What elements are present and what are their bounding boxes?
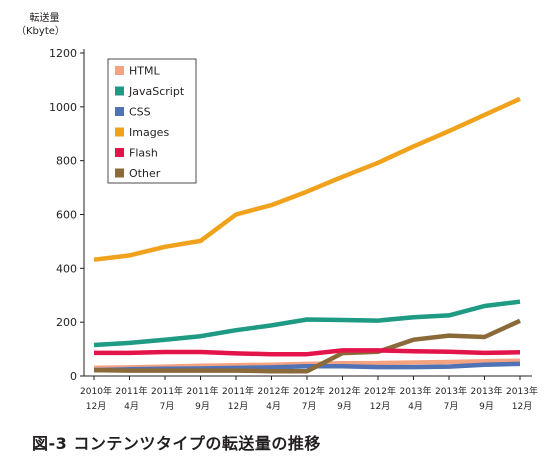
legend-label-flash: Flash [129, 147, 158, 160]
x-tick-label-month: 9月 [195, 401, 210, 412]
x-tick-label-month: 9月 [479, 401, 494, 412]
x-tick-label-month: 4月 [266, 401, 281, 412]
line-chart: 0 200 400 600 800 1000 1200 2010年 12月 2011年 4月 2011… [49, 47, 538, 412]
figure-caption: 図-3 コンテンツタイプの転送量の推移 [32, 434, 321, 453]
series-line-javascript [93, 299, 521, 348]
y-tick-label: 1200 [49, 47, 77, 60]
x-tick-label-month: 12月 [86, 401, 106, 412]
x-tick-label-month: 7月 [160, 401, 175, 412]
y-tick-label: 800 [56, 155, 77, 168]
x-tick-label-year: 2012年 [329, 385, 361, 397]
legend-swatch-javascript [115, 86, 124, 96]
legend-label-html: HTML [129, 65, 160, 78]
y-tick-label: 1000 [49, 101, 77, 114]
x-tick-label-year: 2013年 [435, 385, 467, 397]
y-tick-label: 200 [56, 316, 77, 329]
x-tick-label-year: 2013年 [471, 385, 503, 397]
series-line-flash [94, 348, 521, 357]
x-tick-label-year: 2012年 [293, 385, 325, 397]
x-tick-label-month: 7月 [444, 401, 459, 412]
x-tick-label-month: 12月 [228, 401, 248, 412]
x-tick-label-month: 4月 [408, 401, 423, 412]
legend-swatch-flash [115, 148, 124, 157]
legend-label-css: CSS [129, 106, 151, 119]
x-tick-label-month: 12月 [370, 401, 390, 412]
x-tick-label-year: 2013年 [506, 385, 538, 397]
x-tick-label-month: 4月 [124, 401, 139, 412]
y-tick-label: 400 [56, 262, 77, 275]
legend-swatch-other [115, 168, 124, 178]
x-tick-label-year: 2011年 [187, 385, 219, 397]
y-axis-label-line1: 転送量 [29, 13, 60, 24]
series-line-images [93, 96, 521, 262]
series-line-other [93, 318, 521, 374]
x-tick-label-year: 2011年 [151, 385, 183, 397]
x-tick-label-month: 7月 [302, 401, 317, 412]
x-tick-label-year: 2012年 [364, 385, 396, 397]
legend-label-javascript: JavaScript [128, 85, 185, 98]
y-tick-label: 600 [56, 209, 77, 222]
x-tick-label-month: 12月 [512, 401, 532, 412]
y-tick-label: 0 [70, 370, 77, 383]
legend-box [107, 58, 197, 184]
x-tick-label-year: 2012年 [258, 385, 290, 397]
legend-swatch-css [115, 107, 124, 116]
legend-swatch-images [115, 127, 124, 137]
x-tick-label-year: 2010年 [80, 385, 112, 397]
y-axis-label-line2: （Kbyte） [16, 26, 65, 37]
x-tick-label-year: 2011年 [116, 385, 148, 397]
y-axis-label: 転送量 （Kbyte） [16, 12, 65, 38]
legend-label-images: Images [129, 126, 169, 139]
x-tick-label-year: 2011年 [222, 385, 254, 397]
x-tick-label-month: 9月 [337, 401, 352, 412]
x-tick-label-year: 2013年 [400, 385, 432, 397]
legend-swatch-html [115, 66, 124, 75]
legend-label-other: Other [129, 167, 161, 180]
